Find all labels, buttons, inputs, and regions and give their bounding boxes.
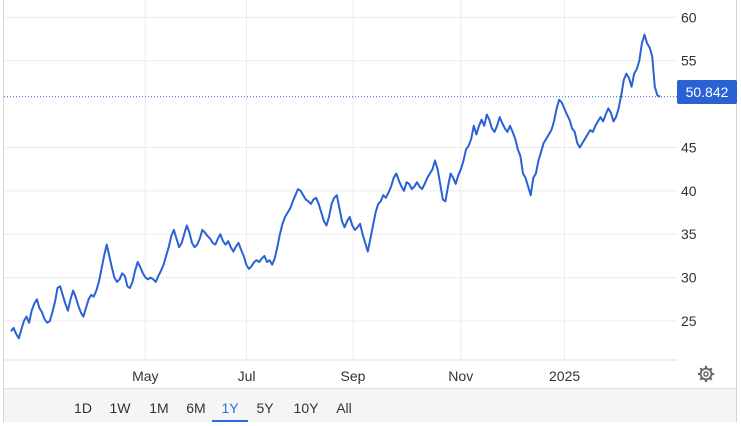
y-tick-label: 40 <box>681 183 697 199</box>
y-tick-label: 25 <box>681 313 697 329</box>
y-tick-label: 30 <box>681 270 697 286</box>
y-tick-label: 55 <box>681 53 697 69</box>
axis-ticks: 60 55 45 40 35 30 25 May Jul Sep Nov 2025 <box>132 9 697 384</box>
last-price-tag: 50.842 <box>677 80 737 104</box>
x-tick-label: 2025 <box>549 368 580 384</box>
x-tick-label: May <box>132 368 158 384</box>
range-6m-button[interactable]: 6M <box>186 400 206 416</box>
range-10y-button[interactable]: 10Y <box>293 400 319 416</box>
gear-icon[interactable] <box>697 365 715 383</box>
y-tick-label: 35 <box>681 226 697 242</box>
range-toolbar: 1D 1W 1M 6M 1Y 5Y 10Y All <box>4 388 736 422</box>
range-1d-button[interactable]: 1D <box>74 400 92 416</box>
y-tick-label: 60 <box>681 9 697 25</box>
range-all-button[interactable]: All <box>336 400 352 416</box>
x-tick-label: Jul <box>238 368 256 384</box>
x-tick-label: Sep <box>341 368 366 384</box>
x-tick-label: Nov <box>448 368 473 384</box>
range-1w-button[interactable]: 1W <box>109 400 131 416</box>
range-1m-button[interactable]: 1M <box>149 400 169 416</box>
range-5y-button[interactable]: 5Y <box>256 400 274 416</box>
active-range-indicator <box>212 420 248 422</box>
range-1y-button[interactable]: 1Y <box>221 400 239 416</box>
y-tick-label: 45 <box>681 139 697 155</box>
grid-lines <box>4 0 677 361</box>
price-series-line <box>10 33 661 340</box>
chart-frame <box>3 0 737 422</box>
